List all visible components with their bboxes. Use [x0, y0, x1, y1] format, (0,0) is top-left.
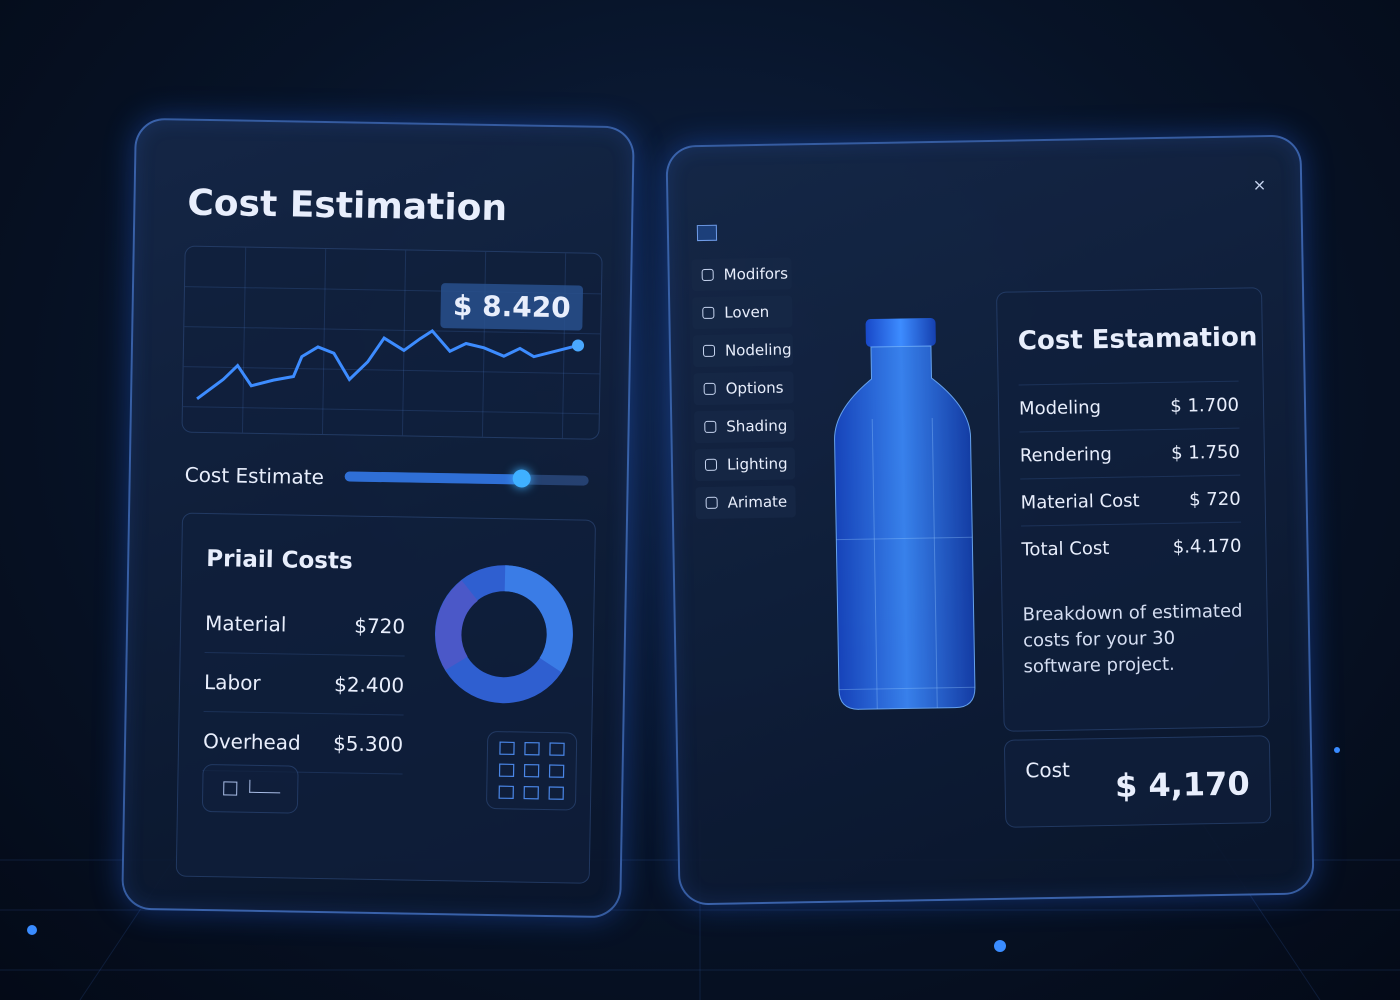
slider-thumb[interactable] — [512, 469, 531, 488]
cost-item: Material $720 — [204, 594, 406, 657]
menu-label: Shading — [726, 416, 788, 436]
cost-row-value: $ 1.750 — [1170, 441, 1241, 464]
menu-icon — [702, 306, 715, 319]
menu-icon — [705, 496, 718, 509]
slider[interactable] — [344, 469, 589, 488]
cost-item-value: $720 — [354, 613, 406, 639]
menu-item[interactable]: Loven — [692, 295, 793, 330]
menu-item[interactable]: Arimate — [695, 485, 796, 520]
keypad-widget[interactable] — [485, 730, 578, 811]
cost-item-value: $5.300 — [332, 731, 404, 757]
cost-item-label: Labor — [203, 669, 261, 695]
cost-row-value: $ 720 — [1188, 488, 1241, 511]
cost-row-label: Material Cost — [1020, 489, 1140, 513]
cost-row: Rendering $ 1.750 — [1019, 427, 1241, 479]
menu-icon — [704, 458, 718, 471]
menu-icon — [704, 420, 717, 433]
menu-icon — [703, 382, 716, 395]
menu-item[interactable]: Options — [693, 371, 794, 406]
card-title: Cost Estamation — [1017, 322, 1258, 357]
keypad-graphic — [498, 741, 565, 800]
costs-card: Priail Costs Material $720 Labor $2.400 Over… — [175, 512, 597, 884]
total-label: Cost — [1025, 757, 1071, 783]
cost-item: Labor $2.400 — [203, 652, 405, 716]
line-chart: $ 8.420 — [181, 245, 603, 440]
cost-row: Material Cost $ 720 — [1020, 474, 1242, 526]
slider-label: Cost Estimate — [184, 462, 325, 490]
menu-item[interactable]: Modifors — [691, 257, 792, 292]
card-description: Breakdown of estimated costs for your 30… — [1022, 600, 1243, 678]
chart-graphic — [182, 247, 601, 439]
menu-label: Modifors — [723, 264, 789, 284]
cost-item-label: Overhead — [202, 728, 301, 755]
section-title: Priail Costs — [206, 546, 353, 575]
menu-label: Options — [725, 378, 784, 398]
total-card: Cost $ 4,170 — [1003, 735, 1272, 828]
cost-rows: Modeling $ 1.700 Rendering $ 1.750 Material … — [1018, 380, 1242, 573]
tool-icon — [249, 779, 281, 794]
cost-card: Cost Estamation Modeling $ 1.700 Rendering… — [996, 287, 1270, 732]
menu-label: Nodeling — [724, 340, 792, 360]
close-button[interactable]: × — [1252, 175, 1267, 195]
menu-item[interactable]: Lighting — [694, 447, 796, 482]
donut-chart — [434, 565, 573, 704]
tool-icon — [223, 781, 238, 796]
cost-list: Material $720 Labor $2.400 Overhead $5.300 — [202, 594, 406, 775]
menu-item[interactable]: Nodeling — [692, 333, 794, 368]
cost-row: Modeling $ 1.700 — [1018, 380, 1240, 432]
menu-icon — [702, 344, 716, 357]
cost-row-value: $ 1.700 — [1170, 394, 1240, 417]
cost-row: Total Cost $.4.170 — [1021, 521, 1242, 573]
menu-icon — [701, 268, 714, 281]
side-menu: Modifors Loven Nodeling Options Shading Light… — [691, 257, 796, 520]
cost-row-label: Modeling — [1018, 396, 1102, 419]
right-panel: × Modifors Loven Nodeling Options Shading Lig… — [665, 134, 1315, 906]
menu-label: Lighting — [726, 454, 788, 474]
total-value: $ 4,170 — [1114, 764, 1250, 805]
panel-title: Cost Estimation — [187, 182, 508, 230]
cost-row-label: Rendering — [1019, 443, 1112, 466]
cost-item-value: $2.400 — [333, 672, 405, 698]
cost-row-value: $.4.170 — [1172, 535, 1242, 558]
menu-label: Loven — [724, 302, 770, 322]
bottle-model — [834, 318, 976, 710]
slider-fill — [344, 471, 521, 485]
menu-item[interactable]: Shading — [694, 409, 795, 444]
tool-widget[interactable] — [201, 763, 299, 814]
cost-item-label: Material — [204, 611, 287, 637]
toolbar-icon[interactable] — [696, 224, 718, 242]
menu-label: Arimate — [727, 492, 788, 512]
price-badge: $ 8.420 — [440, 283, 584, 331]
left-panel: Cost Estimation $ 8.420 Cost Estimate Pr… — [121, 117, 635, 919]
cost-row-label: Total Cost — [1021, 537, 1110, 560]
